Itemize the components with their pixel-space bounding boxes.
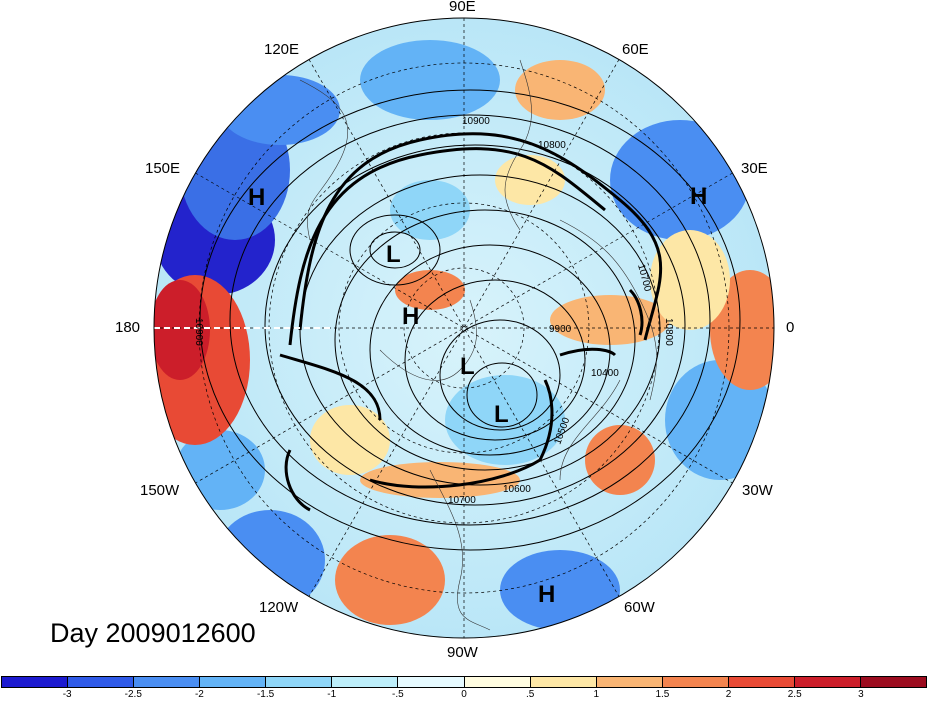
high-marker: H <box>402 303 419 330</box>
low-marker: L <box>386 241 401 268</box>
pressure-centers: H L H L L H H <box>248 183 707 608</box>
lon-label-120w: 120W <box>259 599 299 616</box>
colorbar-segment <box>68 677 135 687</box>
lon-label-30w: 30W <box>742 482 773 499</box>
colorbar-segment <box>332 677 399 687</box>
colorbar-segment <box>134 677 201 687</box>
colorbar-segment <box>728 677 795 687</box>
lon-label-120e: 120E <box>264 41 300 58</box>
polar-map: H L H L L H H 10900 10800 10700 10600 10… <box>153 17 775 639</box>
colorbar-ticks: -3 -2.5 -2 -1.5 -1 -.5 0 .5 1 1.5 2 2.5 3 <box>0 689 928 702</box>
lon-label-0: 0 <box>786 319 795 336</box>
colorbar-tick-label: -3 <box>62 689 72 700</box>
lon-label-30e: 30E <box>741 160 768 177</box>
lon-label-90w: 90W <box>447 644 478 661</box>
colorbar-tick-label: -2 <box>194 689 204 700</box>
contour-label: 10800 <box>538 140 566 151</box>
height-contours <box>199 89 741 551</box>
lon-label-150w: 150W <box>140 482 180 499</box>
graticule <box>154 18 774 638</box>
lon-label-60e: 60E <box>622 41 649 58</box>
colorbar-tick-label: 3 <box>858 689 864 700</box>
map-boundary <box>153 17 775 639</box>
colorbar-tick-label: -.5 <box>392 689 404 700</box>
contour-label: 10900 <box>193 318 204 346</box>
colorbar <box>1 676 927 688</box>
colorbar-tick-label: 1.5 <box>655 689 670 700</box>
colorbar-segment <box>530 677 597 687</box>
lon-label-150e: 150E <box>145 160 181 177</box>
low-marker: L <box>460 353 475 380</box>
contour-label: 10600 <box>503 484 531 495</box>
colorbar-segment <box>266 677 333 687</box>
contour-label: 10900 <box>462 116 490 127</box>
colorbar-tick-label: .5 <box>525 689 535 700</box>
high-marker: H <box>690 183 707 210</box>
contour-label: 10800 <box>663 318 674 346</box>
colorbar-segment <box>596 677 663 687</box>
jet-stream <box>279 132 663 512</box>
colorbar-tick-label: 2.5 <box>787 689 802 700</box>
date-title: Day 2009012600 <box>50 618 256 648</box>
colorbar-segment <box>861 677 927 687</box>
colorbar-segment <box>464 677 531 687</box>
colorbar-segment <box>662 677 729 687</box>
lon-label-60w: 60W <box>624 599 655 616</box>
colorbar-segment <box>2 677 69 687</box>
colorbar-segment <box>200 677 267 687</box>
colorbar-tick-label: 2 <box>725 689 732 700</box>
contour-label: 10400 <box>591 368 619 379</box>
coastlines <box>299 59 657 631</box>
colorbar-tick-label: 1 <box>593 689 600 700</box>
high-marker: H <box>538 581 555 608</box>
contour-label: 10700 <box>448 495 476 506</box>
colorbar-tick-label: 0 <box>461 689 467 700</box>
contour-label: 9900 <box>549 324 572 335</box>
high-marker: H <box>248 184 265 211</box>
colorbar-tick-label: -1 <box>327 689 337 700</box>
colorbar-segment <box>794 677 862 687</box>
lon-label-90e: 90E <box>449 0 476 15</box>
low-marker: L <box>494 401 509 428</box>
lon-label-180: 180 <box>115 319 141 336</box>
colorbar-segment <box>398 677 465 687</box>
anomaly-field <box>154 18 774 638</box>
colorbar-tick-label: -1.5 <box>256 689 275 700</box>
colorbar-tick-label: -2.5 <box>124 689 142 700</box>
